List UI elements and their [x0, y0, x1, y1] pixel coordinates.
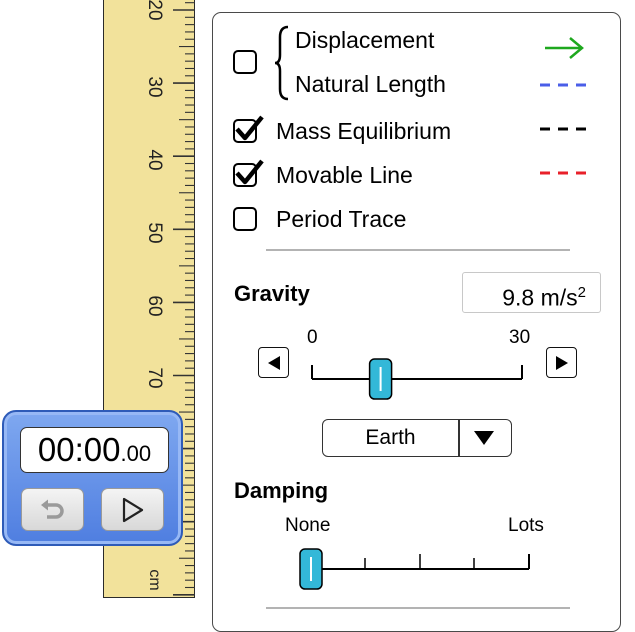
play-icon — [122, 497, 143, 522]
ruler-label-50: 50 — [144, 222, 165, 244]
stopwatch-time-main: 00:00 — [37, 431, 121, 468]
planet-dropdown-value: Earth — [365, 426, 416, 449]
ruler-label-30: 30 — [144, 76, 165, 98]
damping-title: Damping — [234, 478, 329, 503]
gravity-min-label: 0 — [307, 327, 318, 348]
checkmark-icon — [235, 115, 264, 141]
period-trace-label: Period Trace — [276, 206, 407, 232]
section-divider-bottom — [266, 607, 570, 609]
damping-slider-thumb — [299, 548, 323, 590]
ruler-label-70: 70 — [144, 367, 165, 389]
dropdown-separator — [458, 420, 460, 456]
natural-length-label: Natural Length — [295, 71, 446, 97]
gravity-title: Gravity — [234, 281, 310, 306]
displacement-label: Displacement — [295, 27, 435, 53]
chevron-down-icon — [474, 431, 494, 445]
gravity-unit-exponent: 2 — [577, 284, 586, 301]
gravity-value-field[interactable]: 9.8 m/s2 — [462, 272, 601, 313]
gravity-slider-thumb — [368, 358, 393, 400]
planet-dropdown[interactable]: Earth — [322, 419, 512, 457]
stopwatch-play-button[interactable] — [101, 488, 164, 531]
displacement-arrow-icon — [545, 37, 584, 59]
ruler-unit-label: cm — [146, 569, 163, 591]
mass-equilibrium-label: Mass Equilibrium — [276, 118, 452, 144]
ruler-ticks — [173, 2, 195, 596]
period-trace-checkbox[interactable] — [233, 207, 257, 231]
group-brace-icon — [274, 25, 289, 101]
stopwatch[interactable]: 00:00.00 — [2, 410, 183, 546]
gravity-increment-button[interactable] — [546, 347, 577, 378]
control-panel: Displacement Natural Length Mass Equilib… — [212, 12, 621, 632]
section-divider — [266, 249, 570, 251]
damping-slider[interactable] — [213, 13, 622, 613]
gravity-value-text: 9.8 m/s — [502, 284, 578, 311]
gravity-max-label: 30 — [509, 327, 531, 348]
triangle-left-icon — [267, 355, 280, 370]
reset-icon — [40, 499, 64, 519]
stopwatch-reset-button[interactable] — [21, 488, 84, 531]
natural-length-legend-line — [540, 83, 586, 87]
damping-min-label: None — [285, 515, 331, 536]
stopwatch-time-fraction: .00 — [120, 441, 152, 466]
mass-equilibrium-checkbox[interactable] — [233, 115, 264, 143]
movable-line-label: Movable Line — [276, 162, 413, 188]
ruler-label-20: 20 — [144, 0, 165, 21]
stopwatch-time-display: 00:00.00 — [20, 427, 169, 473]
ruler-label-60: 60 — [144, 295, 165, 317]
damping-max-label: Lots — [508, 515, 544, 536]
displacement-natural-length-checkbox[interactable] — [233, 50, 257, 74]
checkmark-icon — [235, 159, 264, 185]
movable-line-legend-line — [540, 171, 586, 175]
gravity-slider[interactable] — [213, 13, 622, 413]
triangle-right-icon — [555, 355, 568, 370]
ruler-label-40: 40 — [144, 149, 165, 171]
mass-equilibrium-legend-line — [540, 127, 586, 131]
gravity-decrement-button[interactable] — [258, 347, 289, 378]
movable-line-checkbox[interactable] — [233, 159, 264, 187]
